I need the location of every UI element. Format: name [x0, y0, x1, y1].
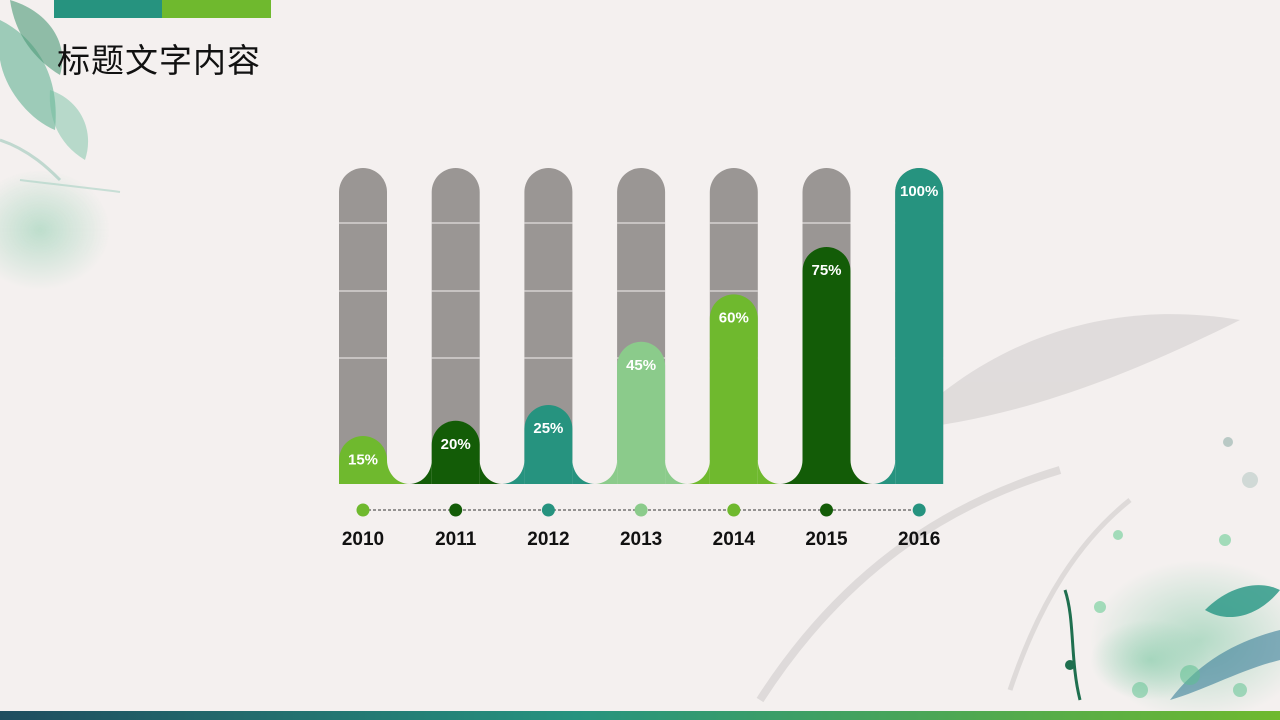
- connector-left: [572, 460, 595, 484]
- value-label-2016: 100%: [900, 183, 938, 200]
- bar-2010: [339, 436, 387, 484]
- year-label-2014: 2014: [713, 529, 756, 550]
- value-label-2013: 45%: [626, 357, 656, 374]
- connector-left: [387, 460, 410, 484]
- bar-2013: [617, 341, 666, 484]
- value-label-2011: 20%: [441, 436, 471, 453]
- connector-left: [850, 460, 873, 484]
- accent-bar-teal: [54, 0, 162, 18]
- year-label-2011: 2011: [435, 529, 477, 550]
- bar-values: [339, 168, 944, 484]
- bottom-gradient-strip: [0, 711, 1280, 720]
- year-label-2013: 2013: [620, 529, 662, 550]
- connector-right: [409, 460, 432, 484]
- timeline-dot: [541, 503, 555, 517]
- timeline-dot: [820, 503, 833, 517]
- timeline: 2010 2011 2012 2013 2014 2015 2016: [342, 503, 940, 550]
- bar-2012: [524, 405, 573, 484]
- connector-left: [757, 460, 781, 484]
- connector-right: [872, 460, 896, 484]
- timeline-dot: [356, 503, 370, 517]
- bar-2014: [709, 294, 758, 484]
- year-label-2010: 2010: [342, 529, 384, 550]
- year-label-2016: 2016: [898, 529, 940, 550]
- bar-track: [431, 168, 480, 460]
- shadow-leaf-decoration: [756, 314, 1240, 703]
- bar-2011: [431, 420, 480, 484]
- connector-right: [502, 460, 525, 484]
- value-label-2010: 15%: [348, 452, 378, 469]
- connector-right: [780, 460, 803, 484]
- bar-track: [524, 168, 573, 460]
- bar-2015: [802, 247, 851, 484]
- top-left-leaf-decoration: [0, 0, 121, 290]
- timeline-dot: [912, 503, 926, 517]
- slide-title: 标题文字内容: [57, 41, 261, 80]
- year-label-2015: 2015: [805, 529, 848, 550]
- bottom-right-leaf-decoration: [1063, 437, 1280, 720]
- value-label-2015: 75%: [811, 262, 841, 279]
- timeline-dot: [634, 503, 648, 517]
- value-label-2012: 25%: [533, 420, 563, 437]
- bar-connectors: [387, 460, 896, 484]
- timeline-dot: [727, 503, 741, 517]
- value-label-2014: 60%: [719, 309, 749, 326]
- connector-left: [665, 460, 688, 484]
- bar-track: [339, 168, 387, 460]
- bar-2016: [895, 168, 944, 484]
- connector-right: [594, 460, 618, 484]
- connector-right: [687, 460, 710, 484]
- connector-left: [479, 460, 503, 484]
- accent-bar-lime: [162, 0, 271, 18]
- timeline-dot: [449, 503, 463, 517]
- value-labels: 15% 20% 25% 45% 60% 75% 100%: [348, 183, 938, 469]
- year-label-2012: 2012: [527, 529, 569, 550]
